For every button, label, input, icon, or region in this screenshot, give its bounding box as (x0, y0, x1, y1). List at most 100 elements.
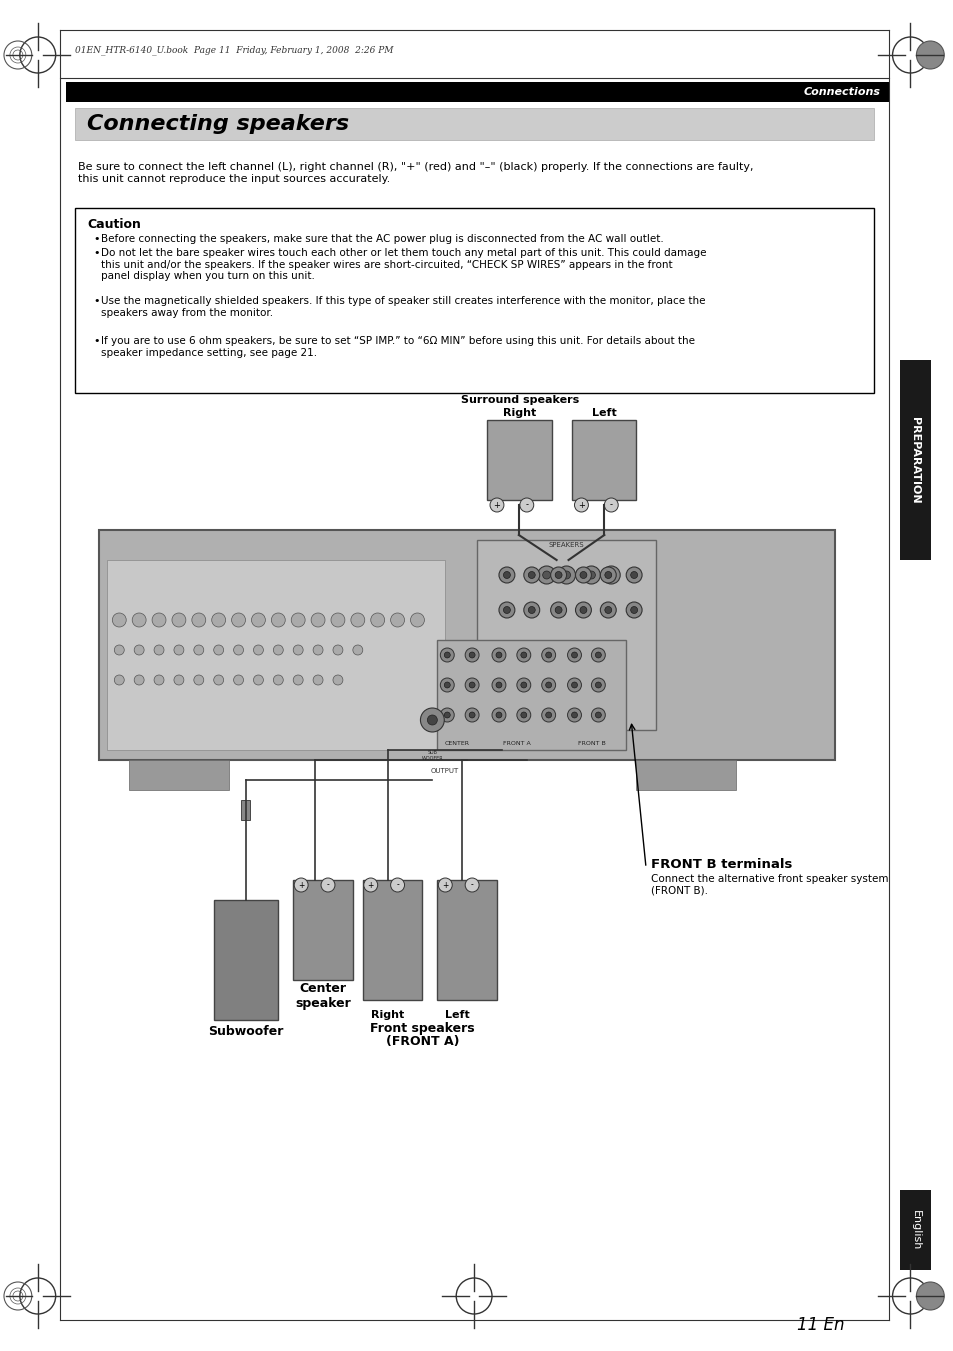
Text: •: • (93, 249, 100, 258)
Bar (899, 1190, 930, 1270)
Circle shape (542, 571, 550, 580)
Circle shape (625, 603, 641, 617)
Circle shape (571, 653, 577, 658)
Text: Left: Left (591, 408, 616, 417)
Circle shape (253, 676, 263, 685)
Bar (129, 761, 229, 790)
Bar (571, 420, 636, 500)
Bar (636, 761, 735, 790)
Circle shape (112, 613, 126, 627)
Circle shape (114, 644, 124, 655)
Bar (74, 208, 873, 393)
Circle shape (410, 613, 424, 627)
Circle shape (427, 715, 436, 725)
Circle shape (498, 603, 515, 617)
Circle shape (469, 653, 475, 658)
Circle shape (333, 644, 342, 655)
Circle shape (440, 648, 454, 662)
Text: +: + (441, 881, 448, 889)
Text: Use the magnetically shielded speakers. If this type of speaker still creates in: Use the magnetically shielded speakers. … (101, 296, 705, 317)
Circle shape (562, 571, 570, 580)
Circle shape (152, 613, 166, 627)
Text: SPEAKERS: SPEAKERS (548, 542, 584, 549)
Circle shape (351, 613, 364, 627)
Circle shape (213, 644, 223, 655)
Circle shape (114, 676, 124, 685)
Circle shape (541, 648, 555, 662)
Text: -: - (609, 500, 612, 509)
Circle shape (465, 648, 478, 662)
Circle shape (193, 644, 204, 655)
Text: Center
speaker: Center speaker (294, 982, 351, 1011)
Text: FRONT B: FRONT B (577, 740, 604, 746)
Text: -: - (525, 500, 528, 509)
Circle shape (173, 644, 184, 655)
Text: Left: Left (444, 1011, 469, 1020)
Text: Before connecting the speakers, make sure that the AC power plug is disconnected: Before connecting the speakers, make sur… (101, 234, 663, 245)
Circle shape (153, 676, 164, 685)
Circle shape (523, 567, 539, 584)
Circle shape (523, 603, 539, 617)
Circle shape (541, 708, 555, 721)
Circle shape (363, 878, 377, 892)
Circle shape (313, 644, 323, 655)
Text: +: + (297, 881, 304, 889)
Circle shape (575, 603, 591, 617)
Text: •: • (93, 234, 100, 245)
Circle shape (134, 676, 144, 685)
Text: OUTPUT: OUTPUT (430, 767, 458, 774)
Circle shape (437, 878, 452, 892)
Text: +: + (493, 500, 500, 509)
Circle shape (271, 613, 285, 627)
Circle shape (571, 712, 577, 717)
Circle shape (496, 682, 501, 688)
Circle shape (916, 41, 943, 69)
Circle shape (567, 678, 580, 692)
Circle shape (571, 682, 577, 688)
Circle shape (440, 708, 454, 721)
Circle shape (591, 708, 605, 721)
Circle shape (603, 499, 618, 512)
Circle shape (490, 499, 503, 512)
Circle shape (498, 567, 515, 584)
Circle shape (253, 644, 263, 655)
Text: PREPARATION: PREPARATION (909, 416, 920, 504)
Text: -: - (326, 881, 329, 889)
Circle shape (153, 644, 164, 655)
Bar (436, 640, 625, 750)
Circle shape (567, 648, 580, 662)
Circle shape (420, 708, 444, 732)
Circle shape (591, 648, 605, 662)
Text: Connect the alternative front speaker system
(FRONT B).: Connect the alternative front speaker sy… (650, 874, 887, 896)
Circle shape (601, 566, 619, 584)
Circle shape (630, 607, 637, 613)
Text: 01EN_HTR-6140_U.book  Page 11  Friday, February 1, 2008  2:26 PM: 01EN_HTR-6140_U.book Page 11 Friday, Feb… (74, 45, 393, 55)
Bar (436, 880, 497, 1000)
Circle shape (132, 613, 146, 627)
Bar (476, 540, 656, 730)
Circle shape (233, 644, 243, 655)
Circle shape (192, 613, 206, 627)
Circle shape (520, 653, 526, 658)
Circle shape (607, 571, 615, 580)
Circle shape (555, 607, 561, 613)
Circle shape (172, 613, 186, 627)
Circle shape (492, 678, 505, 692)
Circle shape (520, 682, 526, 688)
Circle shape (579, 571, 586, 578)
Circle shape (545, 653, 551, 658)
Bar (293, 880, 353, 979)
Circle shape (492, 648, 505, 662)
Text: Front speakers: Front speakers (370, 1021, 475, 1035)
Circle shape (517, 648, 530, 662)
Circle shape (630, 571, 637, 578)
Circle shape (595, 712, 600, 717)
Circle shape (444, 682, 450, 688)
Circle shape (469, 682, 475, 688)
Circle shape (595, 682, 600, 688)
Circle shape (444, 712, 450, 717)
Circle shape (252, 613, 265, 627)
Text: If you are to use 6 ohm speakers, be sure to set “SP IMP.” to “6Ω MIN” before us: If you are to use 6 ohm speakers, be sur… (101, 336, 695, 358)
Circle shape (575, 567, 591, 584)
Circle shape (291, 613, 305, 627)
